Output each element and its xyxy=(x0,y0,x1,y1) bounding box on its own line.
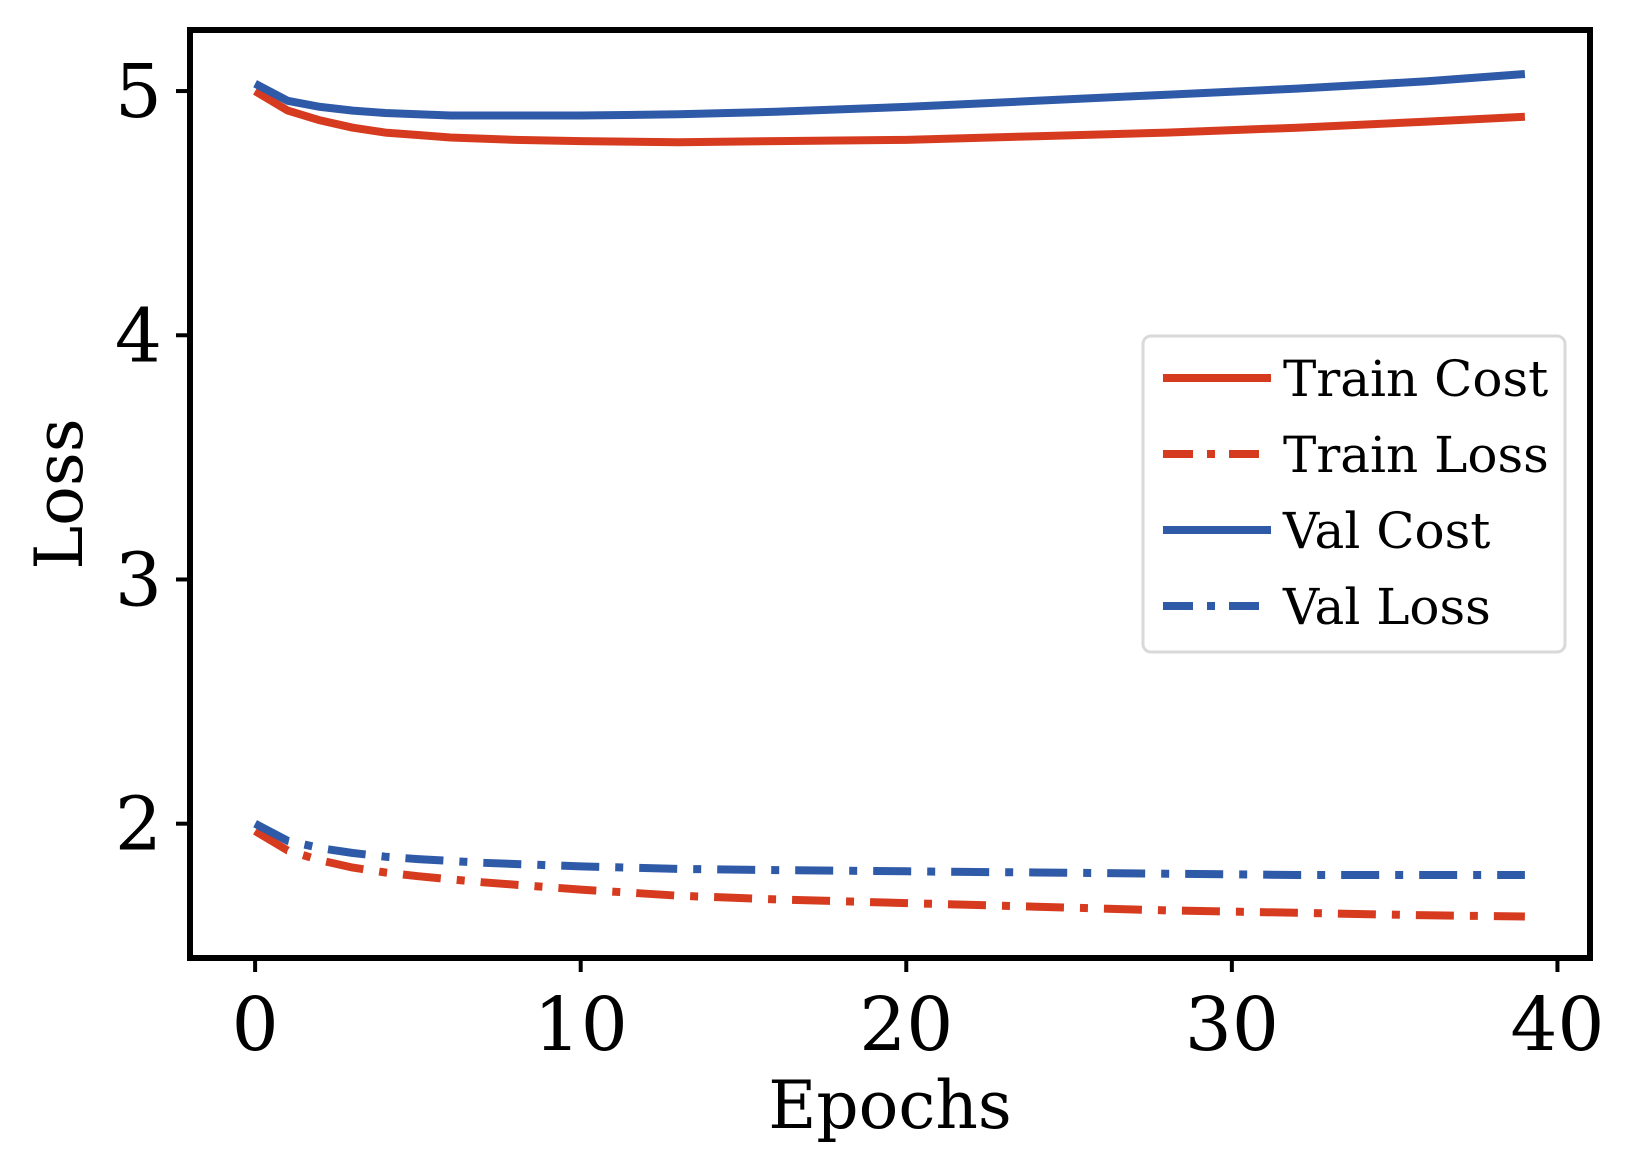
legend-label: Val Loss xyxy=(1282,578,1491,636)
legend: Train Cost Train Loss Val Cost Val Loss xyxy=(1141,334,1567,654)
x-tick-label: 0 xyxy=(232,982,279,1068)
legend-box xyxy=(1141,334,1567,654)
x-tick-label: 20 xyxy=(859,982,953,1068)
series-line-val-loss xyxy=(253,820,1525,879)
y-tick-label: 4 xyxy=(115,293,162,379)
series-layer xyxy=(253,70,1526,921)
x-tick-label: 40 xyxy=(1510,982,1604,1068)
y-tick-label: 5 xyxy=(115,49,162,135)
x-axis-label: Epochs xyxy=(768,1067,1012,1144)
ticks-layer: 0 10 20 30 40 2 3 4 5 xyxy=(115,49,1605,1068)
series-line-train-loss xyxy=(253,827,1525,921)
x-tick-label: 30 xyxy=(1185,982,1279,1068)
series-line-val-cost xyxy=(253,70,1526,120)
plot-frame xyxy=(187,27,1593,961)
legend-label: Train Cost xyxy=(1283,350,1548,408)
x-tick-label: 10 xyxy=(534,982,628,1068)
legend-label: Train Loss xyxy=(1283,426,1549,484)
legend-label: Val Cost xyxy=(1282,502,1490,560)
y-axis-label: Loss xyxy=(21,418,98,569)
series-line-train-cost xyxy=(253,87,1526,147)
y-tick-label: 2 xyxy=(115,782,162,868)
y-tick-label: 3 xyxy=(115,537,162,623)
